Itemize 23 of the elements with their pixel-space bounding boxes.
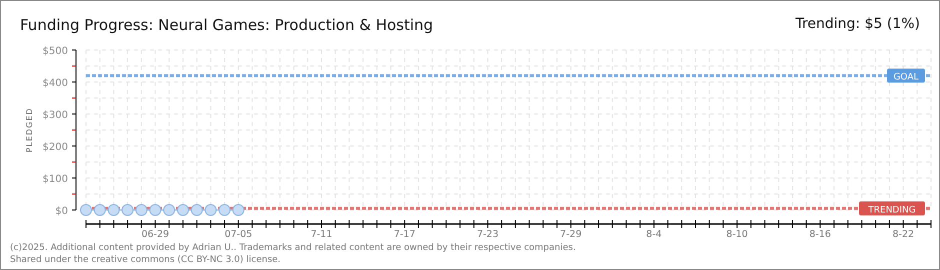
x-tick-label: 7-17 <box>394 229 416 240</box>
x-tick-label: 8-4 <box>646 229 662 240</box>
x-tick-label: 7-23 <box>476 229 499 240</box>
y-tick-label: $0 <box>55 206 68 217</box>
ref-line-label: TRENDING <box>867 205 916 216</box>
text: Shared under the creative commons (CC BY-NC 3.0) license. <box>10 255 281 265</box>
y-axis-title: PLEDGED <box>25 108 34 152</box>
y-tick-label: $300 <box>42 110 68 121</box>
x-tick-label: 7-11 <box>310 229 332 240</box>
x-tick-label: 7-29 <box>560 229 582 240</box>
x-tick-label: 8-16 <box>809 229 831 240</box>
y-tick-label: $200 <box>42 142 68 153</box>
y-tick-label: $400 <box>42 78 68 89</box>
x-tick-label: 8-22 <box>892 229 914 240</box>
y-tick-label: $100 <box>42 174 68 185</box>
chart-title: Funding Progress: Neural Games: Production & Hosting <box>20 16 434 34</box>
x-tick-label: 07-05 <box>224 229 252 240</box>
x-tick-label: 8-10 <box>726 229 748 240</box>
ref-line-label: GOAL <box>893 72 919 83</box>
text: (c)2025. Additional content provided by Adrian U.. Trademarks and related content are owned by their respective companies. <box>10 243 576 253</box>
chart-subtitle: Trending: $5 (1%) <box>794 16 920 32</box>
x-tick-label: 06-29 <box>141 229 170 240</box>
y-tick-label: $500 <box>42 46 68 57</box>
